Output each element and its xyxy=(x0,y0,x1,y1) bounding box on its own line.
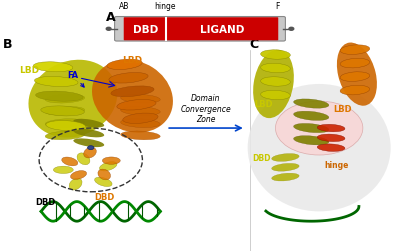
Ellipse shape xyxy=(261,91,290,100)
Ellipse shape xyxy=(261,64,290,73)
Ellipse shape xyxy=(121,119,160,128)
Ellipse shape xyxy=(294,136,329,145)
Text: hinge: hinge xyxy=(325,161,349,170)
Text: LBD: LBD xyxy=(19,66,39,74)
Ellipse shape xyxy=(45,107,85,116)
Ellipse shape xyxy=(73,139,104,147)
Text: DBD: DBD xyxy=(252,153,271,162)
Ellipse shape xyxy=(33,62,73,73)
Ellipse shape xyxy=(253,51,294,119)
Ellipse shape xyxy=(272,154,299,162)
Ellipse shape xyxy=(272,173,299,181)
Text: A: A xyxy=(106,11,115,24)
Ellipse shape xyxy=(340,73,370,82)
Ellipse shape xyxy=(121,95,160,104)
Text: F: F xyxy=(275,2,279,11)
Ellipse shape xyxy=(276,102,363,155)
Ellipse shape xyxy=(77,153,90,165)
Ellipse shape xyxy=(121,132,160,140)
Ellipse shape xyxy=(107,60,142,70)
Ellipse shape xyxy=(28,60,117,138)
Text: DBD: DBD xyxy=(133,25,158,35)
Ellipse shape xyxy=(45,95,85,104)
FancyBboxPatch shape xyxy=(166,18,278,41)
Ellipse shape xyxy=(100,162,117,171)
Circle shape xyxy=(88,146,94,150)
Ellipse shape xyxy=(111,87,154,97)
Ellipse shape xyxy=(117,100,156,111)
Text: AB: AB xyxy=(118,2,129,11)
Ellipse shape xyxy=(294,112,329,121)
Ellipse shape xyxy=(102,157,120,165)
Ellipse shape xyxy=(261,51,290,60)
FancyBboxPatch shape xyxy=(124,18,167,41)
Ellipse shape xyxy=(261,77,290,87)
Ellipse shape xyxy=(317,144,345,152)
Ellipse shape xyxy=(294,100,329,109)
Ellipse shape xyxy=(340,59,370,69)
Text: LBD: LBD xyxy=(122,56,142,65)
Ellipse shape xyxy=(340,46,370,55)
Circle shape xyxy=(289,28,294,31)
Circle shape xyxy=(106,28,111,31)
Text: C: C xyxy=(250,38,259,51)
Ellipse shape xyxy=(92,60,173,133)
Ellipse shape xyxy=(109,73,148,84)
Ellipse shape xyxy=(294,124,329,133)
Ellipse shape xyxy=(317,135,345,142)
Ellipse shape xyxy=(337,43,377,106)
Text: FA: FA xyxy=(67,70,84,88)
Ellipse shape xyxy=(123,114,158,124)
Ellipse shape xyxy=(69,178,82,190)
Text: LIGAND: LIGAND xyxy=(200,25,244,35)
Text: DBD: DBD xyxy=(94,193,115,201)
Ellipse shape xyxy=(94,177,112,187)
Text: Domain
Convergence
Zone: Domain Convergence Zone xyxy=(180,94,231,124)
Text: B: B xyxy=(3,38,13,51)
Ellipse shape xyxy=(53,167,73,174)
Text: LBD: LBD xyxy=(254,100,273,109)
Text: DBD: DBD xyxy=(35,197,55,206)
Ellipse shape xyxy=(70,171,86,180)
Ellipse shape xyxy=(272,164,299,172)
Ellipse shape xyxy=(248,85,391,211)
Ellipse shape xyxy=(41,106,84,116)
Ellipse shape xyxy=(84,148,96,158)
Ellipse shape xyxy=(98,169,110,180)
Ellipse shape xyxy=(36,92,83,102)
FancyBboxPatch shape xyxy=(114,17,286,42)
Ellipse shape xyxy=(45,119,85,128)
Ellipse shape xyxy=(73,129,104,138)
Ellipse shape xyxy=(340,86,370,96)
Ellipse shape xyxy=(34,77,78,87)
Ellipse shape xyxy=(73,119,104,128)
Ellipse shape xyxy=(121,107,160,116)
Ellipse shape xyxy=(46,121,86,131)
Text: LBD: LBD xyxy=(334,105,352,113)
Ellipse shape xyxy=(62,158,78,166)
Ellipse shape xyxy=(45,132,85,140)
Ellipse shape xyxy=(317,125,345,132)
Text: hinge: hinge xyxy=(155,2,176,11)
